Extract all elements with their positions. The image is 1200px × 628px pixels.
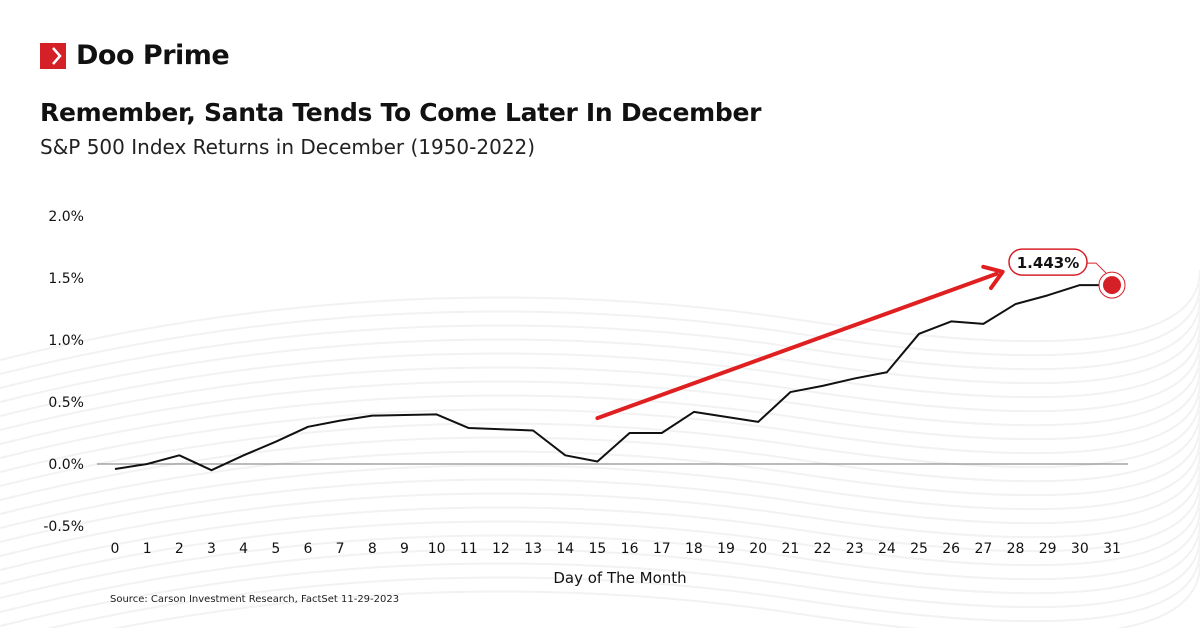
brand-logo: Doo Prime — [40, 40, 230, 71]
background-wave — [0, 395, 1200, 487]
background-wave — [0, 535, 1200, 627]
x-tick-label: 17 — [653, 541, 671, 557]
background-wave — [112, 563, 1200, 628]
background-wave — [0, 297, 1200, 389]
x-tick-label: 24 — [878, 541, 896, 557]
x-axis: 0 1 2 3 4 5 6 7 8 9 10 11 12 13 14 15 16 17 18 19 20 21 22 23 24… — [111, 541, 1121, 557]
x-tick-label: 8 — [368, 541, 377, 557]
source-note: Source: Carson Investment Research, Fact… — [110, 594, 400, 605]
x-tick-label: 18 — [685, 541, 703, 557]
background-wave — [0, 339, 1200, 431]
x-tick-label: 5 — [271, 541, 280, 557]
y-tick-label: 1.5% — [48, 271, 84, 287]
background-wave — [0, 521, 1200, 613]
x-tick-label: 20 — [749, 541, 767, 557]
background-wave — [46, 549, 1200, 628]
y-tick-label: 1.0% — [48, 333, 84, 349]
background-wave — [0, 507, 1200, 599]
series-points — [115, 285, 1112, 470]
x-tick-label: 7 — [336, 541, 345, 557]
background-wave — [0, 283, 1200, 375]
x-tick-label: 4 — [239, 541, 248, 557]
background-wave — [0, 493, 1200, 585]
x-tick-label: 26 — [942, 541, 960, 557]
background-wave — [0, 367, 1200, 459]
x-tick-label: 2 — [175, 541, 184, 557]
x-tick-label: 13 — [524, 541, 542, 557]
background-wave — [0, 311, 1200, 403]
background-wave — [0, 479, 1200, 571]
x-tick-label: 6 — [304, 541, 313, 557]
background-wave — [0, 423, 1200, 515]
x-tick-label: 23 — [846, 541, 864, 557]
end-point-marker — [1103, 276, 1121, 295]
y-tick-label: 2.0% — [48, 209, 84, 225]
background-wave — [0, 465, 1200, 557]
x-tick-label: 15 — [589, 541, 607, 557]
chart-subtitle: S&P 500 Index Returns in December (1950-… — [40, 135, 536, 159]
x-tick-label: 22 — [814, 541, 832, 557]
x-axis-label: Day of The Month — [553, 569, 687, 587]
x-tick-label: 1 — [143, 541, 152, 557]
background-waves — [0, 269, 1200, 628]
background-wave — [0, 353, 1200, 445]
background-wave — [0, 269, 1200, 361]
x-tick-label: 31 — [1103, 541, 1121, 557]
series-line — [114, 284, 1112, 472]
x-tick-label: 28 — [1007, 541, 1025, 557]
x-tick-label: 0 — [111, 541, 120, 557]
brand-name: Doo Prime — [76, 40, 230, 71]
x-tick-label: 12 — [492, 541, 510, 557]
x-tick-label: 10 — [428, 541, 446, 557]
background-wave — [0, 409, 1200, 501]
x-tick-label: 25 — [910, 541, 928, 557]
end-value-annotation: 1.443% — [1008, 248, 1126, 299]
logo-mark-icon — [40, 42, 66, 69]
x-tick-label: 3 — [207, 541, 216, 557]
background-wave — [0, 381, 1200, 473]
annotation-pill — [1008, 248, 1088, 276]
x-tick-label: 27 — [974, 541, 992, 557]
arrow-head — [981, 264, 1005, 291]
x-tick-label: 19 — [717, 541, 735, 557]
trend-arrow — [595, 264, 1005, 421]
background-wave — [0, 437, 1200, 529]
arrow-shaft — [595, 271, 999, 421]
chart-title: Remember, Santa Tends To Come Later In D… — [40, 98, 762, 127]
background-wave — [0, 451, 1200, 543]
background-wave — [0, 325, 1200, 417]
x-tick-label: 30 — [1071, 541, 1089, 557]
y-tick-label: 0.5% — [48, 395, 84, 411]
annotation-label: 1.443% — [1017, 254, 1079, 272]
annotation-leader — [1087, 262, 1107, 274]
x-tick-label: 21 — [781, 541, 799, 557]
x-tick-label: 16 — [621, 541, 639, 557]
x-tick-label: 11 — [460, 541, 478, 557]
y-tick-label: 0.0% — [48, 457, 84, 473]
x-tick-label: 29 — [1039, 541, 1057, 557]
x-tick-label: 9 — [400, 541, 409, 557]
y-tick-label: -0.5% — [43, 519, 84, 535]
x-tick-label: 14 — [556, 541, 574, 557]
y-axis: -0.5% 0.0% 0.5% 1.0% 1.5% 2.0% — [43, 209, 84, 535]
